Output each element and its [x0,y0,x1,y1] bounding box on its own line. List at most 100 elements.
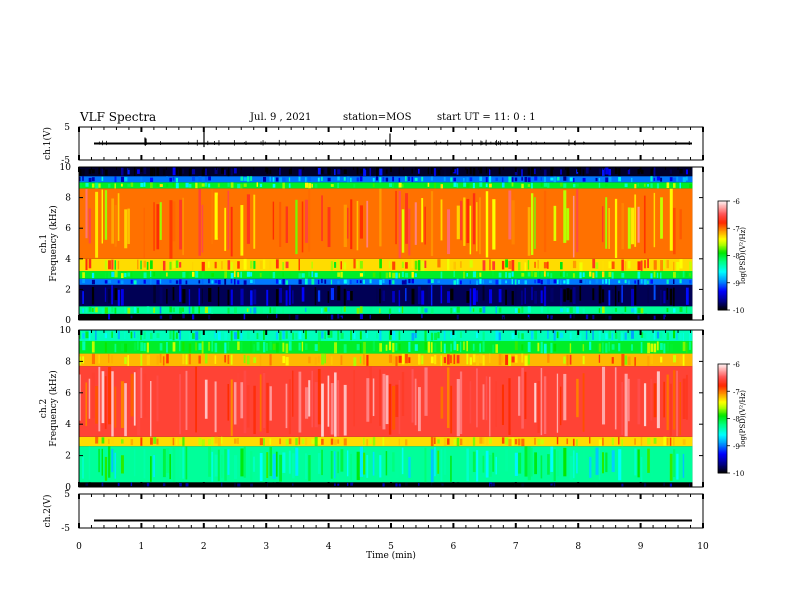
ch2-spectrogram-streak [282,356,286,364]
ch1-spectrogram-streak [605,314,608,319]
ch1-spectrogram-streak [556,279,559,284]
ch2-spectrogram-streak [673,437,675,446]
ch2-spectrogram-streak [137,341,139,350]
ch2-spectrogram-streak [614,331,618,339]
ch1-spectrogram-streak [511,308,513,313]
ch1-spectrogram-streak [343,177,346,181]
ch2-spectrogram-streak [398,438,401,446]
ch1-spectrogram-streak [411,278,414,284]
ch2-spectrogram-streak [653,437,657,444]
ch2-spectrogram-streak [388,354,393,363]
ch2-spectrogram-streak [243,446,246,478]
ch1-spectrogram-streak [208,261,210,268]
ch1-spectrogram-streak [285,280,289,285]
ch2-spectrogram-streak [263,330,265,340]
ch2-spectrogram-streak [466,340,468,352]
ch2-spectrogram-streak [108,446,111,478]
ch1-spectrogram-colorbar-cell [718,241,727,244]
ch1-spectrogram-streak [337,280,340,285]
ch1-spectrogram-streak [479,197,481,255]
ch1-spectrogram-streak [608,261,612,269]
ch2-spectrogram-streak [424,330,427,341]
ch1-spectrogram-streak [114,205,117,247]
ch1-spectrogram-colorbar-cell [718,237,727,240]
ch2-spectrogram-streak [130,482,133,487]
ch2-spectrogram-streak [673,370,676,430]
ch2-spectrogram-colorbar-cell [718,441,727,444]
ch1-spectrogram-streak [166,272,168,277]
ch1-spectrogram-streak [385,177,389,182]
ch1-spectrogram-streak [363,168,367,176]
ch1-spectrogram-streak [621,285,623,303]
ch2-spectrogram-streak [253,344,256,352]
ch2-spectrogram-streak [650,354,653,365]
ch1-spectrogram-streak [172,182,175,187]
ch1-spectrogram-streak [169,261,172,270]
ch1-spectrogram-streak [233,271,236,278]
ch2-spectrogram-streak [624,373,628,437]
ch1-spectrogram-streak [369,314,371,319]
ch1-spectrogram-streak [108,183,111,188]
ch1-spectrogram-streak [566,167,570,176]
ch2-spectrogram-streak [340,449,344,472]
ch1-spectrogram-streak [369,168,372,176]
ch2-spectrogram-colorbar-cell [718,425,727,428]
ch1-spectrogram-streak [601,206,604,243]
ch2-spectrogram-streak [424,447,427,483]
ch1-spectrogram-streak [188,289,191,306]
ch2-spectrogram-streak [124,343,128,353]
ch2-spectrogram-colorbar-cell [718,408,727,411]
ch1-spectrogram-streak [82,176,84,181]
ch1-spectrogram-streak [601,279,604,284]
ch2-spectrogram-streak [647,355,650,366]
ch2-spectrogram-colorbar-cell [718,369,727,372]
ch1-spectrogram-streak [521,272,525,277]
ch2-spectrogram-streak [430,356,434,364]
ch1-spectrogram-streak [327,207,331,248]
ch1-spectrogram-streak [79,169,82,176]
ch2-spectrogram-streak [88,330,91,341]
ch1-spectrogram-colorbar-cell [718,222,727,225]
ch2-spectrogram-streak [156,438,159,445]
ch2-spectrogram-streak [443,343,446,354]
ch2-spectrogram-streak [366,455,369,478]
ch2-spectrogram-colorbar-cell [718,388,727,391]
ch1-spectrogram-streak [585,167,589,174]
ch2-spectrogram-streak [227,383,230,421]
ch1-spectrogram-streak [634,184,637,189]
ch1-spectrogram-streak [334,262,337,268]
ch1-spectrogram-streak [547,272,549,277]
ch1-spectrogram-streak [608,176,612,182]
ch1-spectrogram-streak [405,176,407,182]
ch2-spectrogram-streak [450,332,453,339]
ch1-spectrogram-streak [563,183,567,188]
ch1-spectrogram-streak [427,279,431,284]
ch1-spectrogram-streak [304,182,309,188]
ch1-spectrogram-streak [269,260,272,270]
ch1-spectrogram-streak [466,273,469,277]
ch1-spectrogram-streak [356,260,359,269]
ch1-spectrogram-streak [421,198,424,243]
ch2-spectrogram-colorbar-cell [718,436,727,439]
ch2-spectrogram-colorbar-cell [718,452,727,455]
ch2-spectrogram-colorbar-tick-label: -6 [733,361,740,369]
ch1-spectrogram-colorbar-cell [718,205,727,207]
ch1-spectrogram-streak [453,169,457,174]
ch1-spectrogram-streak [476,202,478,252]
ch2-spectrogram-streak [417,483,420,486]
ch1-spectrogram-streak [456,205,460,240]
ch2-spectrogram-streak [363,452,366,475]
ch1-spectrogram-streak [511,291,514,305]
ch1-spectrogram-streak [395,272,398,279]
ch1-spectrogram-streak [88,208,91,244]
ch1-spectrogram-streak [566,288,570,301]
ch2-spectrogram-streak [334,483,336,486]
ch2-spectrogram-streak [434,447,436,477]
ch1-spectrogram-streak [598,285,602,304]
ch1-spectrogram-streak [498,167,501,175]
ch1-spectrogram-streak [88,306,92,312]
ch1-spectrogram-streak [601,168,605,176]
ch2-spectrogram-streak [369,366,372,424]
ch2-spectrogram-streak [211,483,213,487]
